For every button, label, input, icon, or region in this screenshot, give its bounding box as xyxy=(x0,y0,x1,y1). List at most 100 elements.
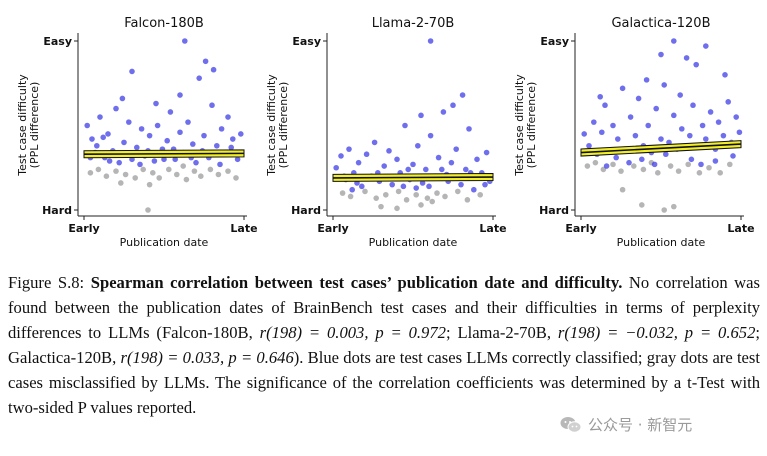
misclassified-point xyxy=(640,166,647,173)
misclassified-point xyxy=(183,176,190,183)
correct-point xyxy=(100,134,106,141)
misclassified-point xyxy=(655,170,661,176)
correct-point xyxy=(698,161,704,168)
correct-point xyxy=(172,156,178,163)
correct-point xyxy=(733,114,739,120)
correct-point xyxy=(177,129,183,136)
correct-point xyxy=(151,158,158,164)
misclassified-point xyxy=(429,198,435,205)
correct-point xyxy=(202,58,209,65)
correct-point xyxy=(94,142,100,149)
y-tick-label: Hard xyxy=(291,204,321,217)
misclassified-point xyxy=(434,190,440,196)
correct-point xyxy=(400,183,407,190)
misclassified-point xyxy=(118,180,124,186)
correct-point xyxy=(97,114,103,120)
misclassified-point xyxy=(233,175,239,181)
misclassified-point xyxy=(667,163,674,169)
correct-point xyxy=(707,109,714,115)
correct-point xyxy=(359,183,365,190)
misclassified-point xyxy=(592,159,599,166)
correct-point xyxy=(126,119,132,125)
correct-point xyxy=(722,72,728,78)
correct-point xyxy=(643,77,650,83)
caption-text-3: ; Galactica-120B, xyxy=(8,323,760,367)
correct-point xyxy=(599,129,605,136)
misclassified-point xyxy=(394,205,400,212)
correct-point xyxy=(712,158,719,164)
misclassified-point xyxy=(442,193,448,200)
misclassified-point xyxy=(225,168,231,174)
correct-point xyxy=(483,149,490,156)
correct-point xyxy=(683,55,690,61)
caption-text-2: ; Llama-2-70B, xyxy=(445,323,551,342)
correct-point xyxy=(349,186,355,193)
correct-point xyxy=(105,131,111,137)
correct-point xyxy=(658,51,664,58)
correct-point xyxy=(427,38,434,44)
misclassified-point xyxy=(146,181,153,188)
correct-point xyxy=(591,119,597,125)
caption-text-1: No correlation was found between the pub… xyxy=(8,273,760,342)
misclassified-point xyxy=(696,170,703,176)
caption-stats-galactica: r(198) = 0.033, p = 0.646 xyxy=(120,348,294,367)
misclassified-point xyxy=(395,188,402,195)
caption-stats-falcon: r(198) = 0.003, p = 0.972 xyxy=(259,323,446,342)
correct-point xyxy=(690,102,696,109)
correct-point xyxy=(167,109,174,115)
correct-point xyxy=(677,92,683,98)
misclassified-point xyxy=(132,175,138,181)
correct-point xyxy=(730,153,736,159)
correct-point xyxy=(439,166,445,173)
correct-point xyxy=(413,185,419,191)
correct-point xyxy=(146,132,153,139)
correct-point xyxy=(603,163,610,169)
correct-point xyxy=(394,156,400,163)
correct-point xyxy=(410,161,416,168)
x-axis-label: Publication date xyxy=(369,236,458,249)
y-axis-label: Test case difficulty(PPL difference) xyxy=(16,74,41,177)
correct-point xyxy=(466,126,472,132)
figure-caption: Figure S.8: Spearman correlation between… xyxy=(8,270,760,420)
correct-point xyxy=(661,82,667,88)
misclassified-point xyxy=(373,195,379,201)
correct-point xyxy=(405,166,411,173)
correct-point xyxy=(153,100,159,107)
misclassified-point xyxy=(685,161,691,168)
correct-point xyxy=(209,102,215,109)
misclassified-point xyxy=(207,166,214,173)
correct-point xyxy=(627,114,634,120)
misclassified-point xyxy=(477,191,483,198)
misclassified-point xyxy=(198,173,204,179)
correct-point xyxy=(154,122,161,129)
y-tick-label: Easy xyxy=(540,35,569,48)
misclassified-point xyxy=(424,195,431,201)
correct-point xyxy=(201,132,207,139)
misclassified-point xyxy=(174,171,180,178)
misclassified-point xyxy=(455,188,461,195)
correct-point xyxy=(693,61,699,68)
y-axis-label-line: (PPL difference) xyxy=(525,82,538,169)
correct-point xyxy=(113,105,119,112)
panel-llama-2-70b: Llama-2-70B Hard Easy Early Late Publication … xyxy=(265,16,507,249)
misclassified-point xyxy=(717,170,723,176)
correct-point xyxy=(190,141,196,147)
correct-point xyxy=(635,95,642,102)
panel-title: Galactica-120B xyxy=(611,16,710,31)
correct-point xyxy=(459,92,466,98)
caption-text-4: ). Blue dots are test cases LLMs correct… xyxy=(8,348,760,417)
misclassified-point xyxy=(103,173,110,179)
misclassified-point xyxy=(87,170,94,176)
correct-point xyxy=(234,156,241,163)
correct-point xyxy=(89,136,95,142)
correct-point xyxy=(137,161,143,168)
panel-title: Llama-2-70B xyxy=(372,16,455,31)
correct-point xyxy=(658,136,664,142)
correct-point xyxy=(639,156,645,163)
correct-point xyxy=(651,161,658,168)
correct-point xyxy=(84,122,90,129)
correct-point xyxy=(161,156,167,163)
correct-point xyxy=(381,163,387,169)
misclassified-point xyxy=(727,161,733,168)
correct-point xyxy=(448,159,455,166)
